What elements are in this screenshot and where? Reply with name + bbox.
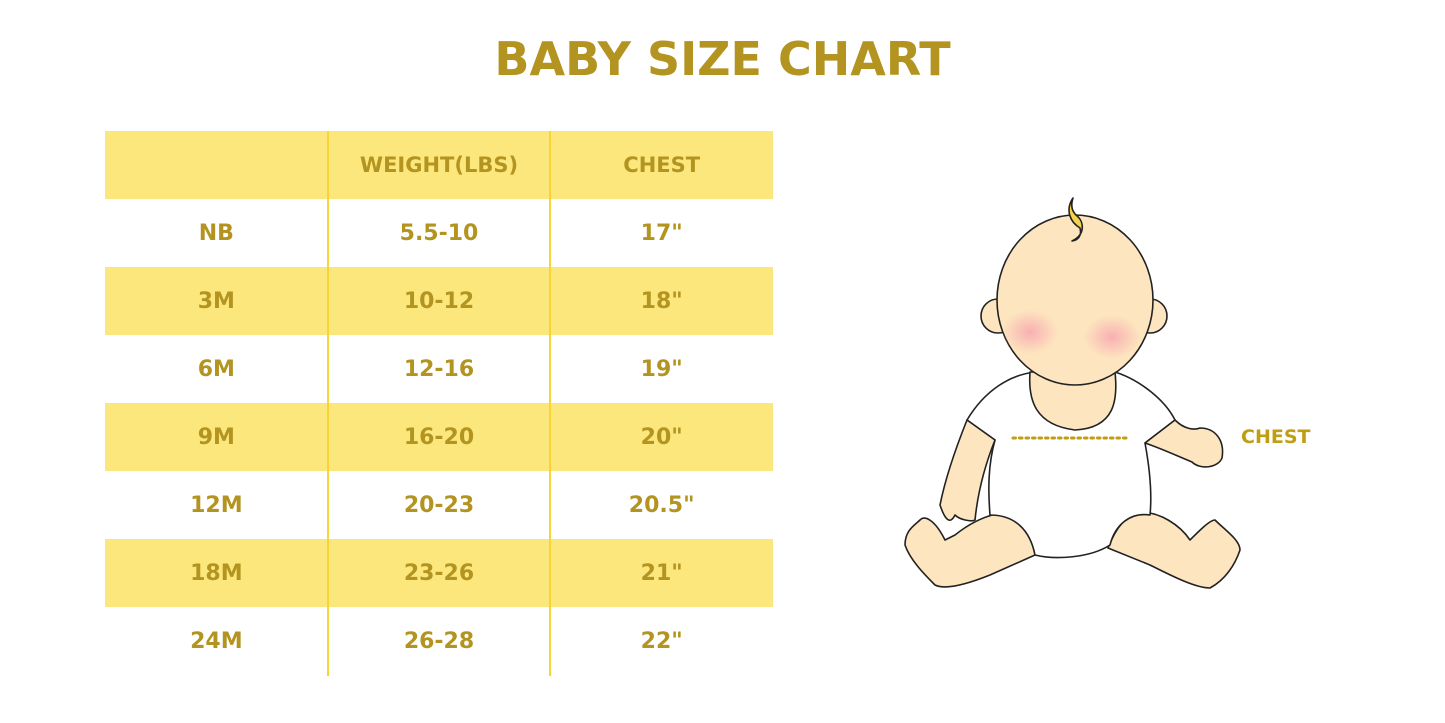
table-header-row: WEIGHT(LBS) CHEST [105, 131, 773, 199]
column-divider [327, 131, 329, 676]
right-cheek [1084, 315, 1140, 359]
cell-size: 9M [197, 424, 235, 450]
size-table: WEIGHT(LBS) CHEST NB 5.5-10 17" 3M 10-12 18" 6… [105, 131, 773, 675]
cell-weight: 5.5-10 [399, 220, 479, 246]
left-cheek [1002, 310, 1058, 354]
table-row: NB 5.5-10 17" [105, 199, 773, 267]
cell-size: NB [198, 220, 234, 246]
cell-size: 12M [190, 492, 243, 518]
cell-weight: 20-23 [403, 492, 475, 518]
header-cell-weight: WEIGHT(LBS) [359, 153, 519, 177]
cell-chest: 18" [640, 288, 683, 314]
table-row: 12M 20-23 20.5" [105, 471, 773, 539]
cell-size: 18M [190, 560, 243, 586]
table-row: 9M 16-20 20" [105, 403, 773, 471]
cell-chest: 22" [640, 628, 683, 654]
right-leg [1107, 511, 1241, 589]
chest-label: CHEST [1241, 426, 1311, 448]
neck [1028, 371, 1117, 431]
cell-weight: 10-12 [403, 288, 475, 314]
table-row: 18M 23-26 21" [105, 539, 773, 607]
right-arm [1144, 419, 1224, 468]
cell-size: 24M [190, 628, 243, 654]
cell-chest: 20.5" [628, 492, 695, 518]
left-leg [904, 511, 1041, 588]
cell-chest: 19" [640, 356, 683, 382]
column-divider [549, 131, 551, 676]
cell-weight: 12-16 [403, 356, 475, 382]
cell-chest: 21" [640, 560, 683, 586]
cell-chest: 20" [640, 424, 683, 450]
header-cell-chest: CHEST [623, 153, 701, 177]
left-arm [939, 419, 996, 522]
cell-weight: 16-20 [403, 424, 475, 450]
cell-weight: 26-28 [403, 628, 475, 654]
hair-curl [1068, 197, 1084, 242]
page-title: BABY SIZE CHART [494, 32, 951, 86]
cell-weight: 23-26 [403, 560, 475, 586]
cell-size: 6M [197, 356, 235, 382]
cell-size: 3M [197, 288, 235, 314]
table-row: 24M 26-28 22" [105, 607, 773, 675]
table-row: 3M 10-12 18" [105, 267, 773, 335]
cell-chest: 17" [640, 220, 683, 246]
table-row: 6M 12-16 19" [105, 335, 773, 403]
